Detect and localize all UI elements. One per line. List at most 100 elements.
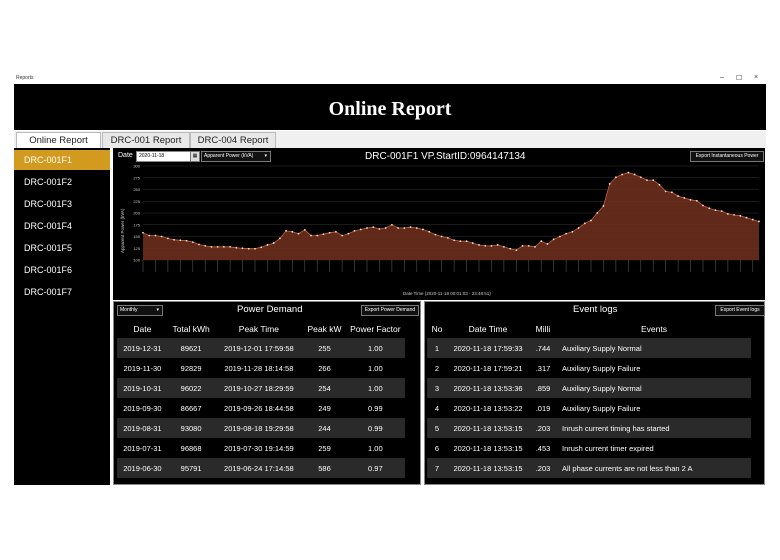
close-button[interactable]: × — [754, 74, 759, 81]
table-cell: 2020-11-18 17:59:21 — [447, 358, 529, 378]
table-row[interactable]: 2019-12-31 89621 2019-12-01 17:59:58 255 1.0… — [117, 338, 405, 358]
data-point — [627, 171, 630, 174]
column-header[interactable]: Date — [133, 323, 152, 334]
data-point — [658, 183, 661, 186]
data-point — [434, 233, 437, 236]
column-header[interactable]: Power Factor — [350, 323, 401, 334]
column-header[interactable]: Peak Time — [238, 323, 279, 334]
table-cell: 266 — [303, 358, 346, 378]
table-row[interactable]: 2019-09-30 86667 2019-09-26 18:44:58 249 0.9… — [117, 398, 405, 418]
sidebar-item-drc-001f7[interactable]: DRC-001F7 — [24, 287, 73, 297]
data-point — [291, 230, 294, 233]
data-point — [702, 204, 704, 207]
data-point — [353, 229, 356, 232]
y-tick-label: 300 — [133, 164, 140, 169]
tab-drc-004-report[interactable]: DRC-004 Report — [190, 132, 276, 148]
table-cell: 254 — [303, 378, 346, 398]
data-point — [459, 240, 462, 243]
calendar-icon[interactable]: ▦ — [190, 151, 200, 162]
table-row[interactable]: 7 2020-11-18 13:53:15.203 All phase curren… — [427, 458, 751, 478]
data-point — [384, 227, 387, 229]
sidebar-item-drc-001f5[interactable]: DRC-001F5 — [24, 243, 73, 253]
parameter-select[interactable]: Apparent Power (kVA) ▾ — [201, 151, 271, 162]
power-chart-panel: Date 2020-11-18 ▦ Apparent Power (kVA) ▾… — [113, 148, 765, 300]
table-cell: 93080 — [167, 418, 215, 438]
table-row[interactable]: 6 2020-11-18 13:53:15.453 Inrush current t… — [427, 438, 751, 458]
data-point — [633, 173, 636, 176]
export-power-demand-button[interactable]: Export Power Demand — [361, 305, 419, 316]
data-point — [254, 247, 256, 250]
data-point — [235, 246, 238, 249]
data-point — [745, 216, 748, 219]
table-cell: .744 — [529, 338, 557, 358]
table-cell: .203 — [529, 418, 557, 438]
y-tick-label: 100 — [133, 258, 140, 263]
sidebar-item-drc-001f3[interactable]: DRC-001F3 — [24, 199, 73, 209]
data-point — [310, 234, 312, 237]
column-header[interactable]: Milli — [535, 323, 551, 334]
data-point — [614, 176, 617, 179]
table-cell: 7 — [427, 458, 447, 478]
table-cell: Auxiliary Supply Failure — [557, 358, 751, 378]
table-cell: 0.99 — [345, 398, 405, 418]
data-point — [521, 245, 524, 247]
table-row[interactable]: 2019-08-31 93080 2019-08-18 19:29:58 244 0.9… — [117, 418, 405, 438]
data-point — [478, 244, 480, 246]
table-row[interactable]: 3 2020-11-18 13:53:36.859 Auxiliary Supply… — [427, 378, 751, 398]
data-point — [565, 232, 568, 235]
table-cell: 586 — [303, 458, 346, 478]
table-row[interactable]: 5 2020-11-18 13:53:15.203 Inrush current t… — [427, 418, 751, 438]
sidebar-item-drc-001f2[interactable]: DRC-001F2 — [24, 177, 73, 187]
data-point — [334, 230, 337, 233]
event-logs-panel: Event logs Export Event logs No Date Tim… — [424, 301, 765, 485]
table-cell: .203 — [529, 458, 557, 478]
data-point — [465, 240, 468, 243]
table-row[interactable]: 2019-10-31 96022 2019-10-27 18:29:59 254 1.0… — [117, 378, 405, 398]
data-point — [278, 237, 281, 240]
data-point — [496, 244, 499, 246]
table-cell: 244 — [303, 418, 346, 438]
column-header[interactable]: No — [431, 323, 443, 334]
table-row[interactable]: 2019-11-30 92829 2019-11-28 18:14:58 266 1.0… — [117, 358, 405, 378]
export-instantaneous-power-button[interactable]: Export Instantaneous Power — [690, 151, 764, 162]
chart-x-ticks — [142, 260, 754, 272]
table-cell: 2019-10-27 18:29:59 — [214, 378, 304, 398]
chart-markers — [142, 171, 760, 252]
event-logs-title: Event logs — [573, 304, 618, 315]
date-label: Date — [118, 152, 133, 159]
table-row[interactable]: 4 2020-11-18 13:53:22.019 Auxiliary Supply… — [427, 398, 751, 418]
minimize-button[interactable]: – — [720, 74, 724, 81]
table-cell: 2020-11-18 13:53:15 — [447, 458, 529, 478]
data-point — [347, 232, 350, 235]
column-header[interactable]: Total kWh — [172, 323, 210, 334]
export-event-logs-button[interactable]: Export Event logs — [715, 305, 765, 316]
table-cell: 1.00 — [345, 358, 405, 378]
table-cell: 4 — [427, 398, 447, 418]
data-point — [683, 197, 686, 199]
column-header[interactable]: Date Time — [468, 323, 508, 334]
data-point — [142, 231, 144, 234]
column-header[interactable]: Peak kW — [307, 323, 342, 334]
chevron-down-icon: ▾ — [156, 307, 159, 313]
sidebar-item-drc-001f4[interactable]: DRC-001F4 — [24, 221, 73, 231]
table-cell: 2019-09-30 — [117, 398, 168, 418]
maximize-button[interactable]: ☐ — [736, 75, 743, 82]
data-point — [179, 239, 182, 242]
data-point — [639, 176, 642, 179]
data-point — [272, 242, 275, 244]
sidebar-item-drc-001f6[interactable]: DRC-001F6 — [24, 265, 73, 275]
table-row[interactable]: 2019-06-30 95791 2019-06-24 17:14:58 586 0.9… — [117, 458, 405, 478]
tab-online-report[interactable]: Online Report — [16, 132, 101, 148]
table-row[interactable]: 1 2020-11-18 17:59:33.744 Auxiliary Supply… — [427, 338, 751, 358]
table-row[interactable]: 2 2020-11-18 17:59:21.317 Auxiliary Supply… — [427, 358, 751, 378]
table-cell: .859 — [529, 378, 557, 398]
data-point — [173, 238, 176, 241]
column-header[interactable]: Events — [641, 323, 667, 334]
period-select[interactable]: Monthly ▾ — [117, 305, 163, 316]
data-point — [652, 179, 655, 181]
sidebar-item-drc-001f1[interactable]: DRC-001F1 — [14, 150, 110, 170]
table-cell: 2019-08-31 — [117, 418, 168, 438]
table-row[interactable]: 2019-07-31 96868 2019-07-30 19:14:59 259 1.0… — [117, 438, 405, 458]
tab-drc-001-report[interactable]: DRC-001 Report — [102, 132, 190, 148]
data-point — [229, 245, 232, 248]
